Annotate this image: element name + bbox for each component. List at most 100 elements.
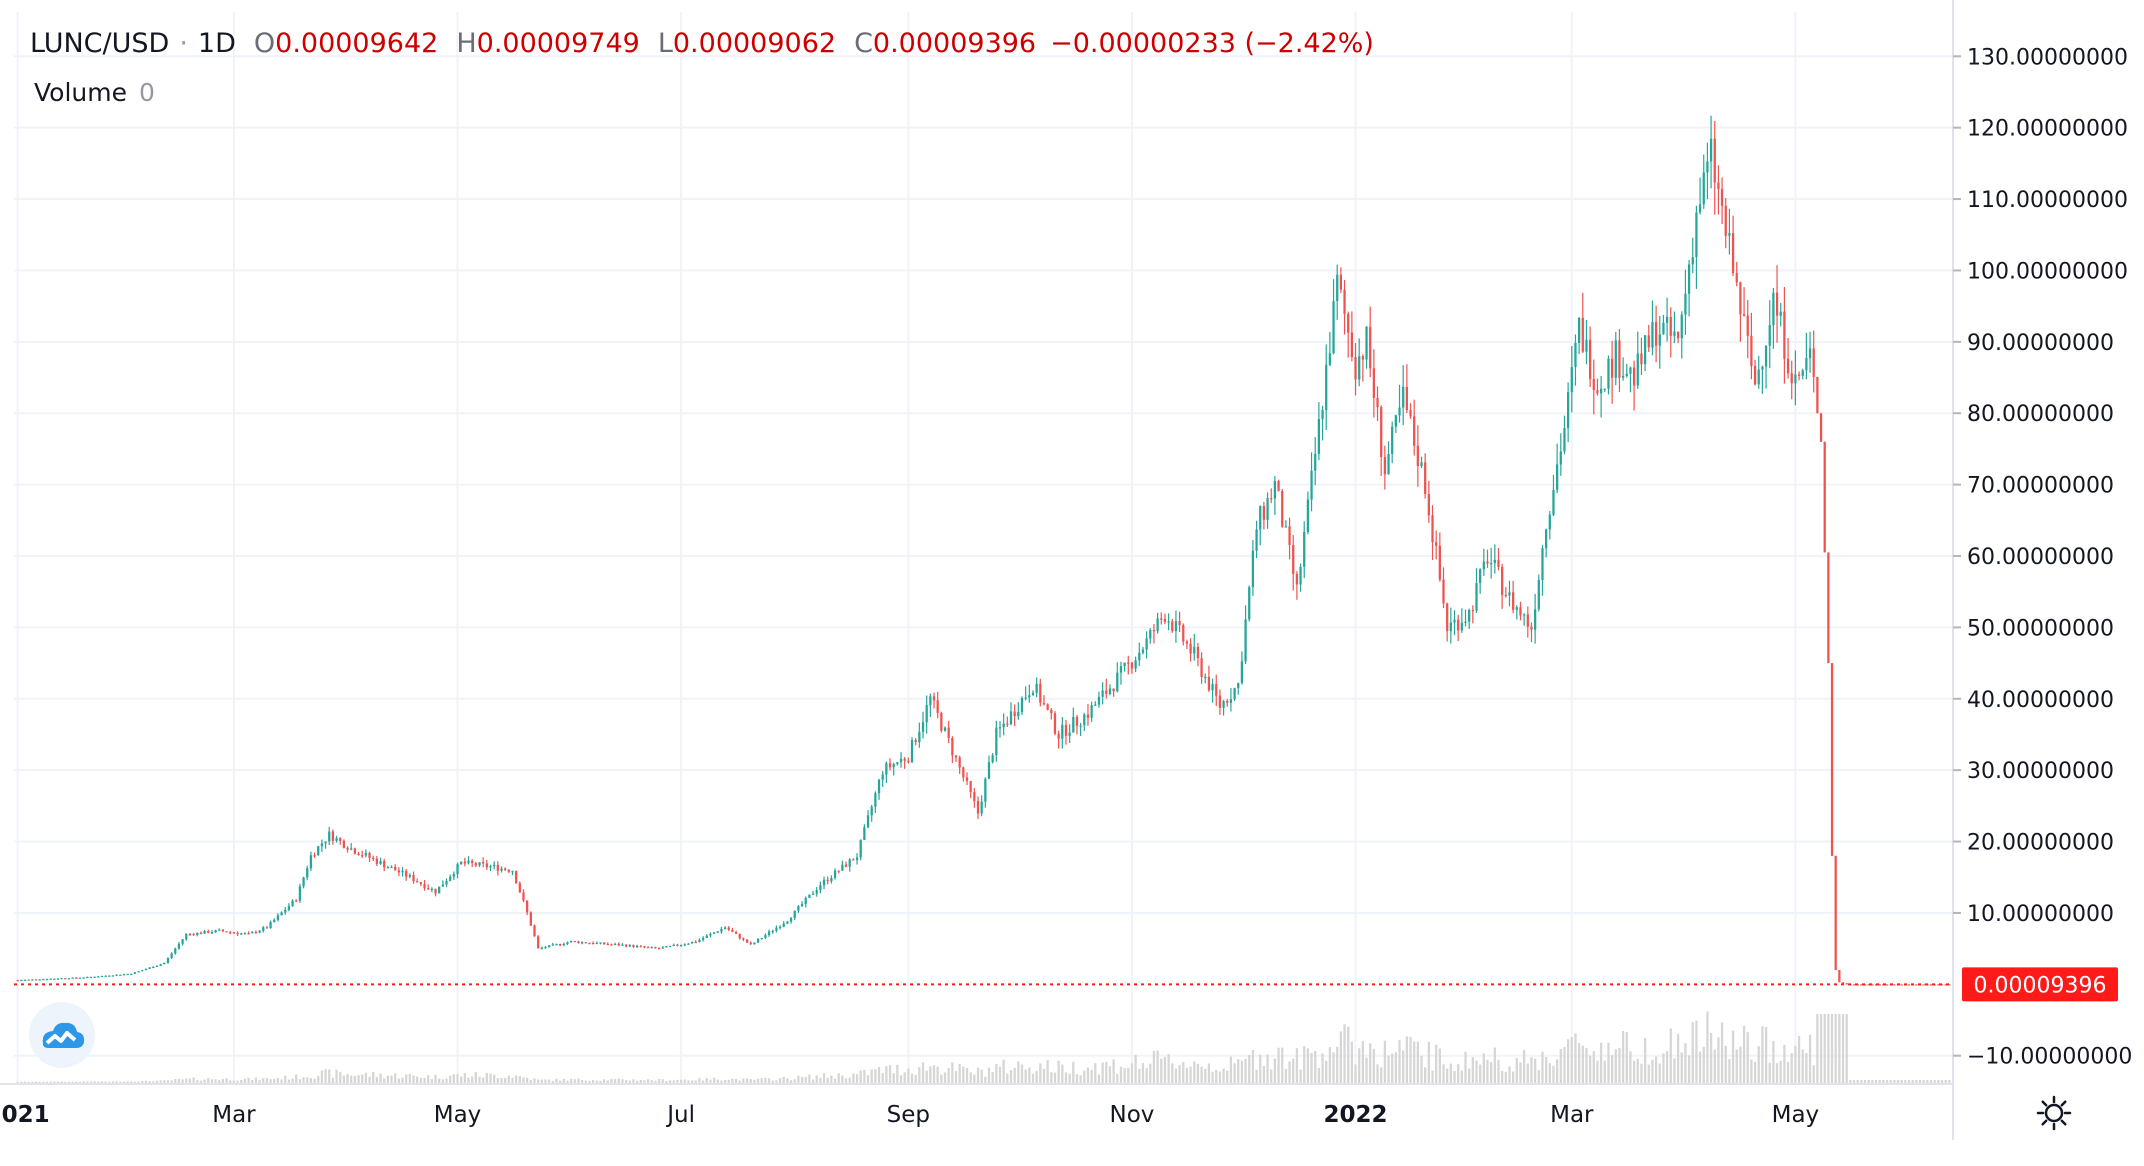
candle xyxy=(368,851,371,863)
volume-bar xyxy=(23,1081,27,1084)
volume-bar xyxy=(753,1079,756,1084)
candle xyxy=(1292,535,1295,591)
candle-body xyxy=(1669,316,1672,336)
volume-bar xyxy=(511,1077,514,1084)
candle-body xyxy=(1237,683,1240,689)
candle-body xyxy=(1424,462,1427,494)
candle xyxy=(342,839,346,849)
volume-bar xyxy=(1383,1040,1386,1084)
volume-bar xyxy=(1160,1058,1163,1084)
candle-body xyxy=(416,881,419,883)
volume-bar xyxy=(940,1074,943,1084)
candle-body xyxy=(753,942,756,945)
volume-bar xyxy=(350,1075,353,1084)
volume-bar xyxy=(764,1077,767,1084)
candle-body xyxy=(544,947,547,949)
candle-body xyxy=(1097,696,1101,705)
candle xyxy=(745,939,749,943)
volume-bar xyxy=(254,1077,258,1084)
candle-body xyxy=(1577,317,1581,343)
candle xyxy=(683,943,686,947)
volume-bar xyxy=(877,1067,881,1084)
candle xyxy=(1739,281,1742,342)
candle-body xyxy=(38,979,41,981)
volume-bar xyxy=(1292,1058,1295,1084)
volume-bar xyxy=(1134,1054,1137,1084)
candle xyxy=(1812,330,1815,393)
volume-bar xyxy=(122,1081,126,1084)
interval-label[interactable]: 1D xyxy=(197,28,236,59)
volume-bar xyxy=(1937,1080,1940,1084)
volume-bar xyxy=(833,1078,837,1084)
volume-bar xyxy=(1680,1052,1683,1084)
volume-bar xyxy=(474,1072,477,1084)
candle xyxy=(1764,345,1768,389)
candle-body xyxy=(181,939,184,944)
candle xyxy=(1391,421,1394,464)
candle xyxy=(1545,528,1548,558)
candle-body xyxy=(423,884,426,889)
volume-bar xyxy=(1457,1064,1460,1084)
candle xyxy=(540,946,543,950)
volume-bar xyxy=(650,1080,653,1084)
volume-bar xyxy=(1497,1059,1500,1084)
candle-body xyxy=(705,935,708,938)
volume-bar xyxy=(991,1072,994,1084)
volume-bar xyxy=(1768,1062,1771,1084)
volume-bar xyxy=(1262,1065,1266,1084)
candle-body xyxy=(379,861,382,864)
candle xyxy=(782,921,785,928)
volume-bar xyxy=(1607,1042,1610,1084)
candle-body xyxy=(1336,274,1339,302)
volume-bar xyxy=(742,1078,745,1084)
candle xyxy=(27,979,30,981)
candle-body xyxy=(1002,723,1005,728)
candle-body xyxy=(995,727,998,756)
candle xyxy=(218,928,221,931)
volume-bar xyxy=(243,1078,247,1084)
volume-bar xyxy=(896,1064,899,1084)
candle xyxy=(313,852,316,858)
candle xyxy=(1863,984,1867,986)
candle xyxy=(1156,612,1159,634)
volume-bar xyxy=(1119,1066,1123,1084)
candle-body xyxy=(1816,376,1819,414)
symbol-name[interactable]: LUNC/USD xyxy=(30,28,170,59)
candle xyxy=(1233,687,1236,702)
volume-bar xyxy=(760,1078,763,1084)
candle xyxy=(859,839,862,861)
volume-bar xyxy=(485,1072,488,1084)
candle-body xyxy=(1339,274,1343,290)
candle-body xyxy=(1900,984,1903,986)
candle-body xyxy=(1475,583,1478,611)
volume-bar xyxy=(1545,1057,1548,1084)
volume-bar xyxy=(86,1081,89,1084)
candle xyxy=(1929,984,1933,986)
volume-bar xyxy=(841,1075,844,1084)
candle xyxy=(635,944,639,949)
candle-body xyxy=(555,944,558,946)
candle xyxy=(687,943,690,945)
volume-bar xyxy=(1284,1068,1288,1084)
candle xyxy=(1790,360,1793,400)
candle xyxy=(1299,563,1302,592)
candle xyxy=(951,736,954,764)
volume-bar xyxy=(1141,1063,1145,1084)
candle-body xyxy=(1757,369,1760,385)
candle-body xyxy=(764,935,767,938)
candle-body xyxy=(1937,984,1940,986)
volume-bar xyxy=(60,1081,63,1084)
volume-bar xyxy=(159,1080,162,1084)
candle-body xyxy=(1753,365,1757,385)
candle xyxy=(287,903,291,912)
volume-label[interactable]: Volume xyxy=(34,78,127,107)
candle-body xyxy=(1460,622,1463,631)
volume-bar xyxy=(1614,1049,1617,1084)
candle xyxy=(1614,331,1617,386)
candle xyxy=(1530,622,1533,643)
gear-icon[interactable] xyxy=(2034,1093,2074,1133)
volume-bar xyxy=(375,1077,379,1084)
tradingview-cloud-icon[interactable] xyxy=(29,1002,95,1068)
volume-bar xyxy=(269,1079,272,1084)
